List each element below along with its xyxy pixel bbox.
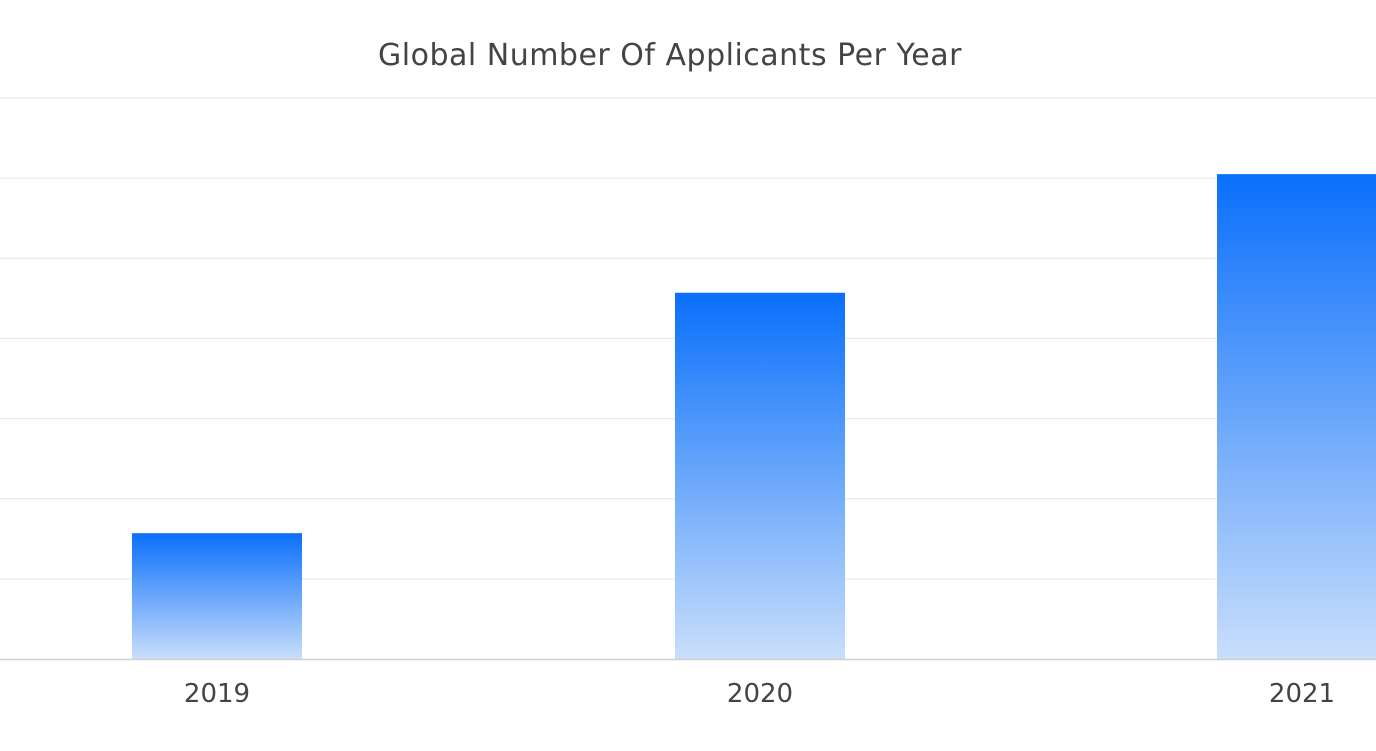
bar-2021 <box>1217 174 1376 659</box>
x-tick-label-2021: 2021 <box>1269 679 1335 709</box>
chart-title: Global Number Of Applicants Per Year <box>378 38 962 73</box>
bar-2020 <box>675 292 845 659</box>
x-tick-label-2020: 2020 <box>727 679 793 709</box>
bar-2019 <box>132 533 302 659</box>
bars <box>132 174 1376 659</box>
x-tick-label-2019: 2019 <box>184 679 250 709</box>
x-tick-labels: 2019 2020 2021 <box>184 679 1335 709</box>
